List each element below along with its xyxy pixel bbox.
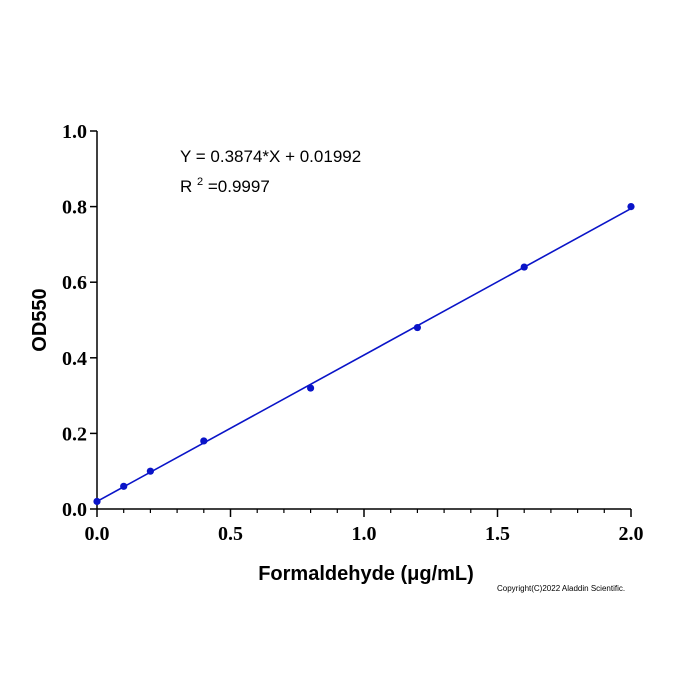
data-point (146, 467, 154, 475)
points-layer (93, 203, 635, 506)
y-tick-label: 0.2 (62, 423, 87, 445)
fit-layer (96, 207, 632, 503)
x-tick-label: 0.0 (85, 523, 110, 545)
y-tick-label: 1.0 (62, 121, 87, 143)
r-squared-value: =0.9997 (208, 177, 270, 196)
ticks: 0.0 0.2 0.4 0.6 0.8 1.0 0.0 0.5 1.0 1.5 2.0 (62, 121, 644, 545)
copyright-text: Copyright(C)2022 Aladdin Scientific. (497, 584, 626, 593)
r-squared-exponent: 2 (197, 176, 203, 188)
x-axis-label: Formaldehyde (μg/mL) (258, 563, 474, 585)
fit-equation: Y = 0.3874*X + 0.01992 (180, 147, 361, 166)
data-point (520, 263, 528, 271)
r-squared-symbol: R (180, 177, 192, 196)
x-tick-label: 1.5 (485, 523, 510, 545)
axes (96, 131, 631, 510)
data-point (200, 437, 208, 445)
x-tick-label: 2.0 (619, 523, 644, 545)
data-point (307, 384, 315, 392)
y-tick-label: 0.8 (62, 197, 87, 219)
x-tick-label: 0.5 (218, 523, 243, 545)
x-tick-label: 1.0 (352, 523, 377, 545)
y-tick-label: 0.0 (62, 499, 87, 521)
data-point (627, 203, 635, 211)
r-squared: R 2 =0.9997 (180, 170, 270, 196)
data-point (93, 497, 101, 506)
y-tick-label: 0.6 (62, 272, 87, 294)
y-tick-label: 0.4 (62, 348, 87, 370)
fit-line (96, 207, 632, 503)
data-point (413, 323, 421, 332)
data-point (120, 482, 128, 490)
y-axis-label: OD550 (29, 288, 51, 351)
